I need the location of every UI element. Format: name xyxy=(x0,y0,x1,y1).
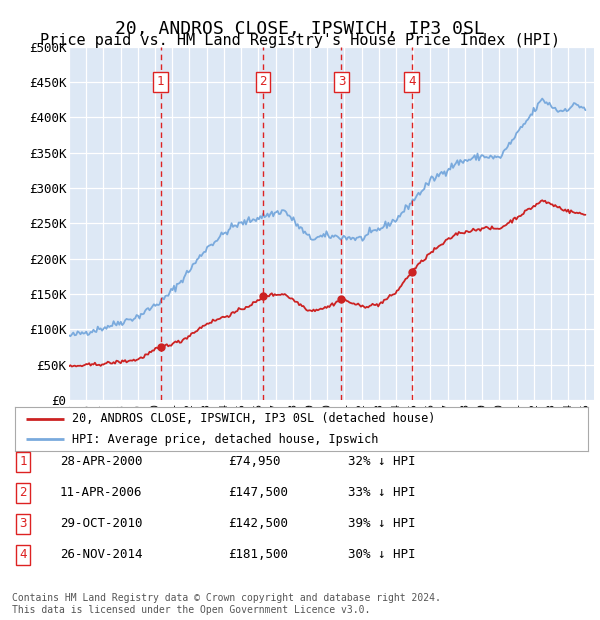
Text: 2: 2 xyxy=(259,76,267,88)
Text: £181,500: £181,500 xyxy=(228,549,288,561)
Text: 1: 1 xyxy=(157,76,164,88)
Text: 4: 4 xyxy=(19,549,26,561)
Text: Contains HM Land Registry data © Crown copyright and database right 2024.
This d: Contains HM Land Registry data © Crown c… xyxy=(12,593,441,615)
Text: 30% ↓ HPI: 30% ↓ HPI xyxy=(348,549,415,561)
Text: 26-NOV-2014: 26-NOV-2014 xyxy=(60,549,143,561)
Text: 28-APR-2000: 28-APR-2000 xyxy=(60,456,143,468)
Text: 2: 2 xyxy=(19,487,26,499)
Text: 3: 3 xyxy=(338,76,345,88)
Text: 20, ANDROS CLOSE, IPSWICH, IP3 0SL: 20, ANDROS CLOSE, IPSWICH, IP3 0SL xyxy=(115,20,485,38)
Text: £74,950: £74,950 xyxy=(228,456,281,468)
Text: 4: 4 xyxy=(408,76,415,88)
Text: 32% ↓ HPI: 32% ↓ HPI xyxy=(348,456,415,468)
Text: 39% ↓ HPI: 39% ↓ HPI xyxy=(348,518,415,530)
Text: 20, ANDROS CLOSE, IPSWICH, IP3 0SL (detached house): 20, ANDROS CLOSE, IPSWICH, IP3 0SL (deta… xyxy=(73,412,436,425)
Text: £142,500: £142,500 xyxy=(228,518,288,530)
Text: Price paid vs. HM Land Registry's House Price Index (HPI): Price paid vs. HM Land Registry's House … xyxy=(40,33,560,48)
Text: 11-APR-2006: 11-APR-2006 xyxy=(60,487,143,499)
Text: 3: 3 xyxy=(19,518,26,530)
Text: 29-OCT-2010: 29-OCT-2010 xyxy=(60,518,143,530)
Text: £147,500: £147,500 xyxy=(228,487,288,499)
Text: 33% ↓ HPI: 33% ↓ HPI xyxy=(348,487,415,499)
Text: 1: 1 xyxy=(19,456,26,468)
Text: HPI: Average price, detached house, Ipswich: HPI: Average price, detached house, Ipsw… xyxy=(73,433,379,446)
